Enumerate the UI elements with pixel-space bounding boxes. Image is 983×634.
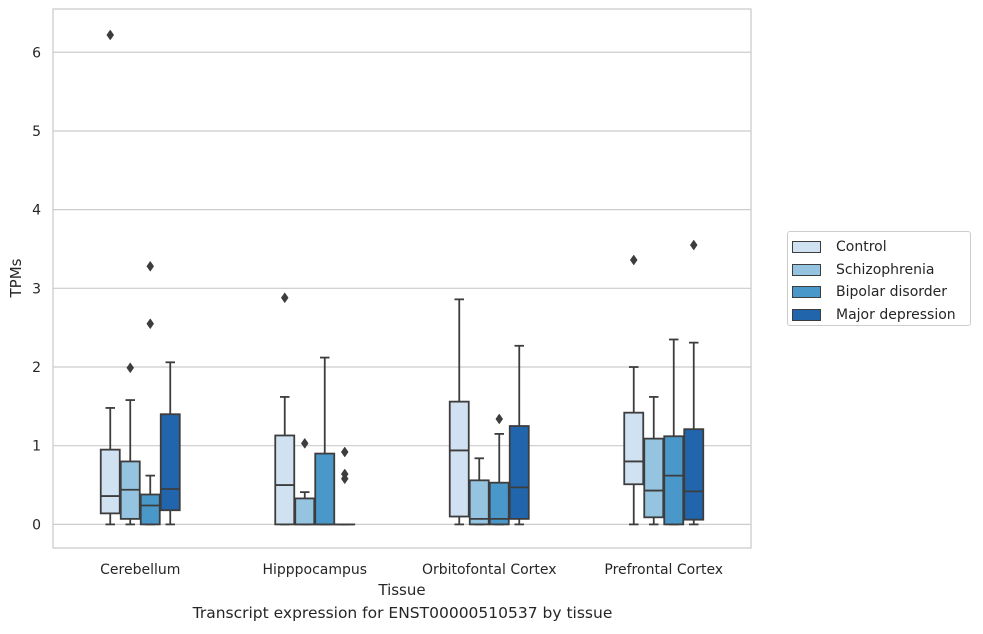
- legend-label: Schizophrenia: [836, 261, 935, 278]
- y-tick-label: 6: [32, 45, 41, 61]
- box-group: [683, 239, 705, 526]
- outlier-point: [146, 318, 155, 330]
- legend-item-schizophrenia[interactable]: Schizophrenia: [788, 259, 970, 282]
- y-tick-label: 5: [32, 124, 41, 140]
- box-group: [314, 356, 336, 526]
- outlier-point: [629, 254, 638, 266]
- x-tick-label: Hipppocampus: [262, 562, 367, 578]
- tick-labels: 0 1 2 3 4 5 6 Cerebellum Hipppocampus Orbitofonta…: [32, 45, 723, 578]
- legend-label: Major depression: [836, 306, 956, 323]
- y-tick-label: 0: [32, 517, 41, 533]
- legend-label: Bipolar disorder: [836, 284, 948, 301]
- legend-swatch-major-depression: [792, 308, 821, 321]
- outlier-point: [126, 362, 135, 374]
- legend-item-bipolar-disorder[interactable]: Bipolar disorder: [788, 281, 970, 304]
- box: [643, 437, 665, 519]
- box-group: [294, 437, 316, 526]
- y-tick-label: 3: [32, 281, 41, 297]
- box: [314, 452, 336, 526]
- box-group: [488, 413, 510, 526]
- outlier-point: [300, 437, 309, 449]
- box-group: [99, 29, 121, 526]
- legend-item-major-depression[interactable]: Major depression: [788, 304, 970, 327]
- box-group: [159, 361, 181, 526]
- outlier-point: [340, 446, 349, 458]
- outlier-point: [280, 292, 289, 304]
- box-group: [663, 338, 685, 526]
- box: [488, 481, 510, 526]
- box: [663, 435, 685, 526]
- box: [159, 413, 181, 512]
- y-tick-label: 2: [32, 360, 41, 376]
- box: [139, 493, 161, 526]
- box: [294, 497, 316, 526]
- legend-swatch-control: [792, 241, 821, 254]
- legend: Control Schizophrenia Bipolar disorder M…: [787, 231, 971, 326]
- box: [468, 479, 490, 526]
- box-group: [448, 298, 470, 526]
- box: [274, 434, 296, 526]
- outlier-point: [495, 413, 504, 425]
- legend-label: Control: [836, 239, 887, 256]
- outlier-point: [689, 239, 698, 251]
- box-group: [508, 344, 530, 526]
- boxes: [99, 29, 705, 526]
- y-axis-label: TPMs: [7, 258, 25, 298]
- box: [623, 411, 645, 486]
- box: [508, 425, 530, 520]
- y-tick-label: 4: [32, 203, 41, 219]
- box: [448, 400, 470, 518]
- legend-swatch-schizophrenia: [792, 263, 821, 276]
- box-group: [139, 260, 161, 526]
- x-tick-label: Orbitofontal Cortex: [422, 562, 557, 578]
- outlier-point: [106, 29, 115, 41]
- box-group: [334, 446, 356, 526]
- box: [99, 448, 121, 515]
- box-group: [468, 457, 490, 526]
- outlier-point: [340, 468, 349, 480]
- legend-swatch-bipolar-disorder: [792, 286, 821, 299]
- plot-area-frame: [52, 8, 752, 549]
- box-group: [623, 254, 645, 526]
- box-group: [274, 292, 296, 526]
- box: [683, 428, 705, 521]
- x-tick-label: Cerebellum: [100, 562, 180, 578]
- x-tick-label: Prefrontal Cortex: [604, 562, 723, 578]
- figure-caption: Transcript expression for ENST0000051053…: [192, 604, 613, 622]
- legend-item-control[interactable]: Control: [788, 236, 970, 259]
- box-group: [119, 362, 141, 526]
- x-axis-label: Tissue: [377, 581, 425, 599]
- outlier-point: [146, 260, 155, 272]
- y-tick-label: 1: [32, 439, 41, 455]
- box-group: [643, 396, 665, 526]
